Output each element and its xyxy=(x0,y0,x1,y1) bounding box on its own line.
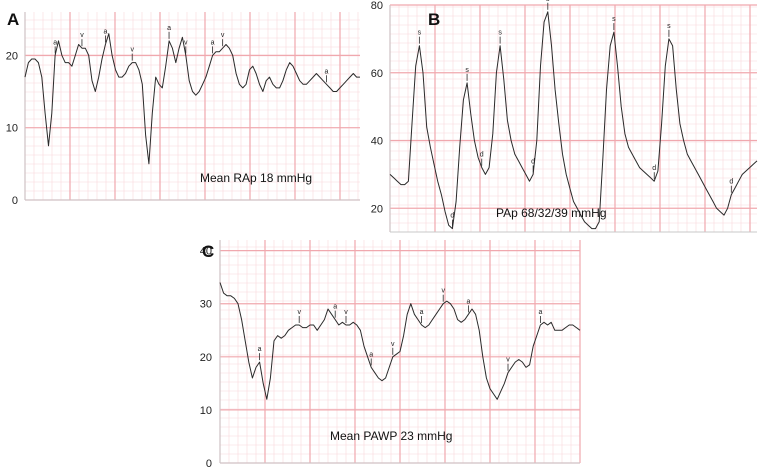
panel-b-y-tick-label: 60 xyxy=(371,68,383,80)
panel-b-letter: B xyxy=(428,10,440,29)
panel-c-caption: Mean PAWP 23 mmHg xyxy=(330,429,452,443)
panel-a-marker-label: a xyxy=(211,39,215,46)
panel-b-marker-label: d xyxy=(480,152,484,159)
panel-c-marker-label: v xyxy=(506,357,510,364)
panel-b-marker-label: s xyxy=(612,16,616,23)
panel-c-marker-label: a xyxy=(258,346,262,353)
panel-c-marker-label: a xyxy=(538,309,542,316)
panel-b-marker-label: d xyxy=(652,165,656,172)
panel-c-y-tick-label: 40 xyxy=(200,246,212,258)
panel-c-marker-label: v xyxy=(391,341,395,348)
panel-b-y-tick-label: 80 xyxy=(371,0,383,12)
panel-c-marker-label: a xyxy=(466,298,470,305)
panel-c-marker-label: a xyxy=(369,351,373,358)
panel-a-marker-label: v xyxy=(184,39,188,46)
panel-a-y-tick-label: 10 xyxy=(6,123,18,135)
panel-b-pap: 20 40 60 80 s d s d s d s s d s d PAp 68/32/39 mmHg B xyxy=(371,0,758,233)
panel-a-marker-label: a xyxy=(167,25,171,32)
panel-a-caption: Mean RAp 18 mmHg xyxy=(200,171,312,185)
panel-b-marker-label: s xyxy=(418,30,422,37)
panel-a-letter: A xyxy=(7,10,19,29)
panel-b-marker-label: s xyxy=(498,30,502,37)
panel-a-marker-label: v xyxy=(130,47,134,54)
panel-c-y-tick-label: 0 xyxy=(206,458,212,469)
panel-b-marker-label: s xyxy=(667,23,671,30)
panel-a-marker-label: v xyxy=(80,32,84,39)
panel-b-caption: PAp 68/32/39 mmHg xyxy=(496,206,607,220)
panel-a-y-tick-label: 0 xyxy=(12,195,18,207)
panel-b-marker-label: d xyxy=(450,213,454,220)
panel-c-marker-label: a xyxy=(333,304,337,311)
panel-c-y-tick-label: 10 xyxy=(200,405,212,417)
panel-c-y-tick-label: 30 xyxy=(200,299,212,311)
panel-b-marker-label: s xyxy=(465,67,469,74)
panel-c-marker-label: v xyxy=(297,309,301,316)
panel-c-pressure-trace xyxy=(219,282,581,400)
panel-c-marker-label: a xyxy=(420,309,424,316)
panel-b-marker-label: d xyxy=(531,158,535,165)
panel-c-marker-label: v xyxy=(344,309,348,316)
panel-c-letter: C xyxy=(202,242,214,261)
panel-a-marker-label: v xyxy=(221,32,225,39)
panel-a-pressure-trace xyxy=(24,33,360,165)
panel-a-marker-label: a xyxy=(53,39,57,46)
panel-c-y-tick-label: 20 xyxy=(200,352,212,364)
panel-b-y-tick-label: 40 xyxy=(371,136,383,148)
panel-a-marker-label: a xyxy=(325,68,329,75)
panel-b-marker-label: s xyxy=(546,0,550,3)
panel-c-marker-label: v xyxy=(441,288,445,295)
panel-b-marker-label: d xyxy=(729,179,733,186)
panel-b-pressure-trace xyxy=(389,11,758,230)
panel-a-y-tick-label: 20 xyxy=(6,50,18,62)
panel-b-y-tick-label: 20 xyxy=(371,203,383,215)
panel-a-marker-label: a xyxy=(103,29,107,36)
